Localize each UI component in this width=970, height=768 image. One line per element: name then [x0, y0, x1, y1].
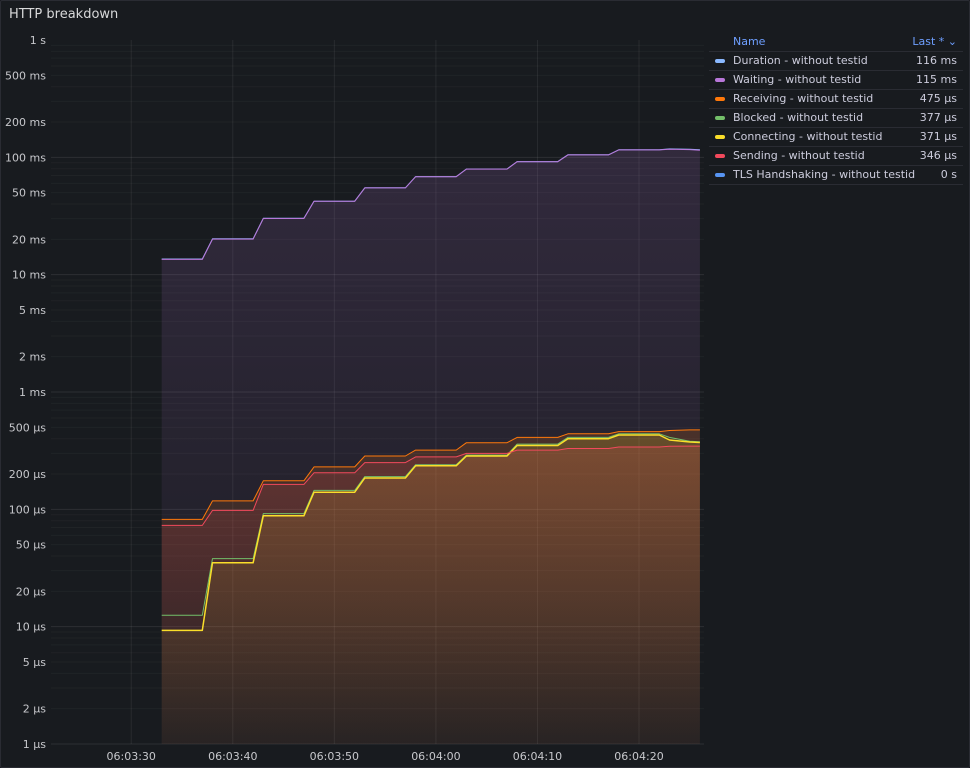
legend-last-value: 346 µs [919, 149, 957, 162]
y-tick-label: 10 ms [12, 269, 46, 282]
y-tick-label: 10 µs [16, 621, 46, 634]
y-tick-label: 50 ms [12, 187, 46, 200]
legend-last-value: 377 µs [919, 111, 957, 124]
x-tick-label: 06:04:00 [411, 750, 460, 763]
legend-item[interactable]: Receiving - without testid 475 µs [709, 90, 963, 109]
legend-series-name[interactable]: TLS Handshaking - without testid [733, 168, 916, 181]
legend-series-name[interactable]: Waiting - without testid [733, 73, 862, 86]
legend-series-name[interactable]: Sending - without testid [733, 149, 865, 162]
legend-color-swatch [715, 135, 725, 139]
legend-series-name[interactable]: Receiving - without testid [733, 92, 874, 105]
legend-color-swatch [715, 154, 725, 158]
legend-item[interactable]: Waiting - without testid 115 ms [709, 71, 963, 90]
y-tick-label: 20 ms [12, 233, 46, 246]
y-tick-label: 1 µs [23, 738, 46, 751]
y-tick-label: 5 µs [23, 656, 46, 669]
x-tick-label: 06:04:10 [513, 750, 562, 763]
x-tick-label: 06:03:50 [310, 750, 359, 763]
legend-color-swatch [715, 116, 725, 120]
series-line[interactable] [161, 148, 700, 260]
y-tick-label: 100 ms [5, 151, 46, 164]
legend-series-name[interactable]: Connecting - without testid [733, 130, 883, 143]
legend-series-name[interactable]: Duration - without testid [733, 54, 868, 67]
y-tick-label: 200 µs [9, 468, 46, 481]
legend-item[interactable]: Connecting - without testid 371 µs [709, 128, 963, 147]
legend-series-name[interactable]: Blocked - without testid [733, 111, 864, 124]
y-tick-label: 2 ms [19, 351, 46, 364]
y-tick-label: 2 µs [23, 703, 46, 716]
legend-last-value: 0 s [940, 168, 957, 181]
series-line[interactable] [161, 429, 700, 520]
y-tick-label: 50 µs [16, 539, 46, 552]
legend-last-value: 371 µs [919, 130, 957, 143]
y-tick-label: 5 ms [19, 304, 46, 317]
legend-table: Name Last * ⌄ Duration - without testid 1… [709, 33, 963, 185]
legend-last-value: 116 ms [916, 54, 957, 67]
legend-color-swatch [715, 59, 725, 63]
legend-item[interactable]: Duration - without testid 116 ms [709, 52, 963, 71]
legend-item[interactable]: TLS Handshaking - without testid 0 s [709, 166, 963, 185]
legend-header: Name Last * ⌄ [709, 33, 963, 52]
y-tick-label: 100 µs [9, 503, 46, 516]
y-tick-label: 500 µs [9, 421, 46, 434]
y-tick-label: 200 ms [5, 116, 46, 129]
legend-last-value: 475 µs [919, 92, 957, 105]
legend-last-sort-header[interactable]: Last * ⌄ [912, 35, 957, 48]
legend-color-swatch [715, 97, 725, 101]
panel-title[interactable]: HTTP breakdown [9, 7, 119, 22]
x-axis: 06:03:30 06:03:40 06:03:50 06:04:00 06:04:10… [107, 750, 664, 763]
x-tick-label: 06:03:30 [107, 750, 156, 763]
y-tick-label: 500 ms [5, 69, 46, 82]
legend-color-swatch [715, 78, 725, 82]
legend-color-swatch [715, 173, 725, 177]
y-axis: 1 s 500 ms 200 ms 100 ms 50 ms 20 ms 10 ms 5 ms… [5, 34, 46, 751]
series-line[interactable] [161, 434, 700, 632]
x-tick-label: 06:03:40 [208, 750, 257, 763]
y-tick-label: 1 ms [19, 386, 46, 399]
series-line-layer [161, 148, 700, 632]
y-tick-label: 20 µs [16, 585, 46, 598]
legend-last-value: 115 ms [916, 73, 957, 86]
area-fill-layer [161, 149, 700, 745]
legend-item[interactable]: Sending - without testid 346 µs [709, 147, 963, 166]
series-line[interactable] [161, 445, 700, 526]
timeseries-plot[interactable]: 1 s 500 ms 200 ms 100 ms 50 ms 20 ms 10 ms 5 ms… [1, 1, 707, 767]
y-tick-label: 1 s [30, 34, 46, 47]
series-area-fill [161, 446, 700, 744]
legend-name-header[interactable]: Name [733, 35, 766, 48]
x-tick-label: 06:04:20 [614, 750, 663, 763]
legend-item[interactable]: Blocked - without testid 377 µs [709, 109, 963, 128]
legend-rows: Duration - without testid 116 ms Waiting -… [709, 52, 963, 185]
